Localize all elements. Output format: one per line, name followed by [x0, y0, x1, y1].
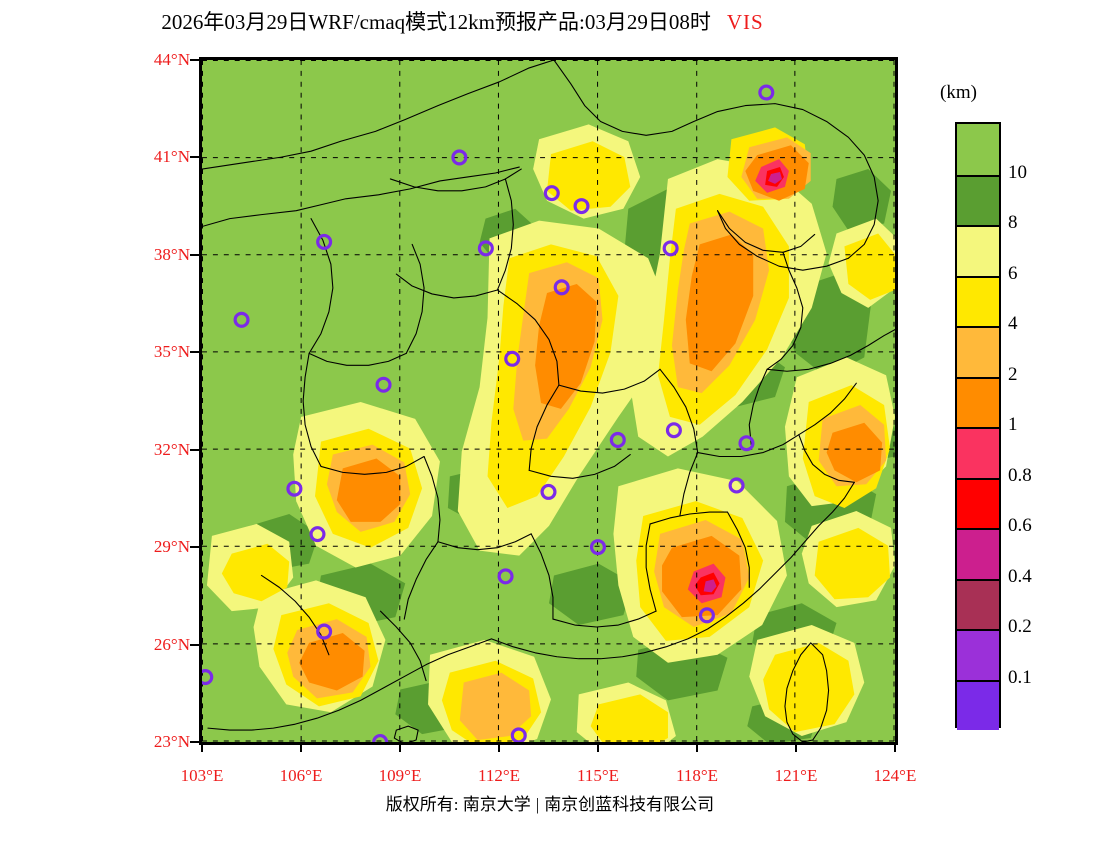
station-marker[interactable] — [286, 480, 303, 497]
station-marker[interactable] — [665, 422, 682, 439]
footer-separator: | — [535, 795, 540, 814]
station-marker[interactable] — [316, 233, 333, 250]
lon-tick-label-5: 118°E — [675, 766, 719, 785]
station-marker[interactable] — [510, 727, 527, 742]
visibility-contour-field — [202, 60, 895, 742]
lat-tick-mark-7 — [190, 741, 200, 743]
colorbar-band-5 — [957, 376, 999, 427]
colorbar-tick-labels: 10 8 6 4 2 1 0.8 0.6 0.4 0.2 0.1 — [1008, 122, 1092, 728]
colorbar-band-0 — [957, 124, 999, 175]
lat-tick-mark-1 — [190, 156, 200, 159]
station-marker[interactable] — [758, 84, 775, 101]
lat-tick-label-6: 26°N — [153, 634, 190, 654]
colorbar-band-8 — [957, 528, 999, 579]
lat-tick-label-4: 32°N — [153, 439, 190, 459]
colorbar: (km) 10 8 6 4 2 1 0.8 0.6 0.4 0.2 0.1 — [932, 82, 1092, 742]
station-marker[interactable] — [573, 198, 590, 215]
title-main-text: 2026年03月29日WRF/cmaq模式12km预报产品:03月29日08时 — [161, 10, 711, 34]
station-marker[interactable] — [698, 607, 715, 624]
lon-tick-mark-0 — [201, 742, 203, 752]
lat-tick-label-2: 38°N — [153, 244, 190, 264]
lon-tick-mark-4 — [597, 742, 599, 752]
colorbar-band-7 — [957, 477, 999, 528]
station-marker[interactable] — [497, 568, 514, 585]
lat-tick-mark-2 — [190, 253, 200, 256]
station-marker-layer — [202, 84, 775, 742]
colorbar-label-0: 10 — [1008, 161, 1027, 183]
colorbar-label-5: 1 — [1008, 414, 1018, 435]
lon-tick-mark-3 — [498, 742, 500, 752]
colorbar-band-9 — [957, 578, 999, 629]
lon-tick-mark-1 — [300, 742, 302, 752]
lon-tick-label-7: 124°E — [873, 766, 917, 785]
colorbar-label-1: 8 — [1008, 212, 1018, 233]
lat-tick-mark-6 — [190, 643, 200, 646]
lon-tick-mark-5 — [696, 742, 698, 752]
station-marker[interactable] — [477, 240, 494, 257]
lon-tick-label-0: 103°E — [180, 766, 224, 785]
lon-tick-mark-2 — [399, 742, 401, 752]
colorbar-band-1 — [957, 174, 999, 225]
colorbar-label-3: 4 — [1008, 313, 1018, 334]
lat-tick-mark-5 — [190, 546, 200, 549]
colorbar-unit-label: (km) — [940, 82, 977, 103]
lat-tick-mark-4 — [190, 448, 200, 451]
latitude-axis: 44°N 41°N 38°N 35°N 32°N 29°N 26°N 23°N — [110, 50, 200, 751]
colorbar-band-6 — [957, 427, 999, 478]
station-marker[interactable] — [375, 376, 392, 393]
colorbar-label-7: 0.6 — [1008, 515, 1032, 536]
colorbar-band-3 — [957, 275, 999, 326]
lat-tick-mark-0 — [190, 59, 200, 61]
title-variable-label: VIS — [726, 10, 764, 34]
lat-tick-label-1: 41°N — [153, 147, 190, 167]
station-marker[interactable] — [543, 185, 560, 202]
lon-tick-label-6: 121°E — [774, 766, 818, 785]
colorbar-label-9: 0.2 — [1008, 616, 1032, 637]
lat-tick-label-0: 44°N — [153, 50, 190, 69]
lat-tick-label-7: 23°N — [153, 732, 190, 751]
colorbar-band-2 — [957, 225, 999, 276]
station-marker[interactable] — [738, 435, 755, 452]
lon-tick-label-2: 109°E — [378, 766, 422, 785]
colorbar-label-2: 6 — [1008, 262, 1018, 284]
page-title: 2026年03月29日WRF/cmaq模式12km预报产品:03月29日08时 V… — [0, 6, 925, 36]
colorbar-label-6: 0.8 — [1008, 464, 1032, 486]
footer-credit: 版权所有: 南京大学 | 南京创蓝科技有限公司 — [0, 790, 1100, 815]
lon-tick-mark-6 — [795, 742, 797, 752]
colorbar-label-8: 0.4 — [1008, 565, 1032, 587]
station-marker[interactable] — [202, 669, 214, 686]
station-marker[interactable] — [451, 149, 468, 166]
station-marker[interactable] — [233, 311, 250, 328]
station-marker[interactable] — [316, 623, 333, 640]
station-marker[interactable] — [540, 483, 557, 500]
lat-tick-label-5: 29°N — [153, 537, 190, 557]
colorbar-label-10: 0.1 — [1008, 666, 1032, 688]
colorbar-band-4 — [957, 326, 999, 377]
colorbar-band-11 — [957, 679, 999, 730]
map-plot-area[interactable] — [199, 57, 898, 745]
lon-tick-label-3: 112°E — [477, 766, 521, 785]
station-marker[interactable] — [309, 526, 326, 543]
longitude-axis: 103°E 106°E 109°E 112°E 115°E 118°E 121°E 124°E — [181, 742, 916, 785]
colorbar-band-10 — [957, 629, 999, 680]
footer-copyright: 版权所有: 南京大学 — [385, 795, 531, 814]
footer-company: 南京创蓝科技有限公司 — [544, 795, 715, 814]
station-marker[interactable] — [372, 733, 389, 742]
station-marker[interactable] — [553, 279, 570, 296]
lon-tick-mark-7 — [894, 742, 896, 752]
station-marker[interactable] — [609, 431, 626, 448]
colorbar-gradient — [955, 122, 1001, 730]
lon-tick-label-4: 115°E — [576, 766, 620, 785]
station-marker[interactable] — [662, 240, 679, 257]
lat-tick-label-3: 35°N — [153, 342, 190, 362]
colorbar-label-4: 2 — [1008, 363, 1018, 385]
station-marker[interactable] — [504, 350, 521, 367]
station-marker[interactable] — [589, 539, 607, 556]
lon-tick-label-1: 106°E — [279, 766, 323, 785]
station-marker[interactable] — [728, 477, 745, 494]
lat-tick-mark-3 — [190, 351, 200, 354]
